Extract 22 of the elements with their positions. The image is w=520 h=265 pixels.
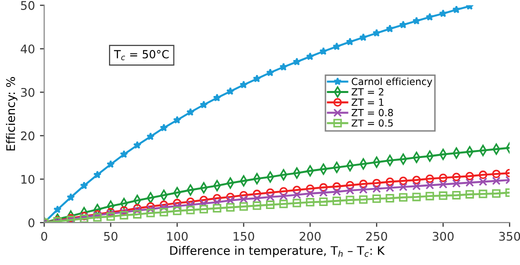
- y-tick-label: 40: [20, 44, 34, 54]
- legend-label: Carnol efficiency: [352, 78, 432, 88]
- y-tick-label: 20: [21, 131, 34, 140]
- x-tick-label: 0: [41, 232, 48, 241]
- legend-label: ZT = 2: [352, 88, 384, 96]
- y-tick-label: 0: [28, 218, 34, 228]
- y-tick-label: 30: [21, 88, 34, 97]
- x-tick-label: 350: [499, 232, 520, 241]
- x-axis-title: Difference in temperature, T$_{h}$ – T$_{c}$: K: [170, 246, 385, 258]
- x-tick-label: 100: [167, 232, 188, 241]
- annotation: T$_{c}$ = 50°C: [114, 50, 169, 60]
- y-axis-title: Efficiency: %: [6, 77, 18, 150]
- y-tick-label: 10: [21, 174, 34, 184]
- x-tick-label: 250: [366, 232, 388, 241]
- x-tick-label: 300: [432, 232, 454, 241]
- x-tick-label: 50: [104, 232, 118, 241]
- legend-label: ZT = 1: [352, 98, 384, 106]
- legend-label: ZT = 0.8: [352, 108, 393, 116]
- x-tick-label: 150: [234, 232, 254, 241]
- legend-label: ZT = 0.5: [352, 119, 393, 127]
- y-tick-label: 50: [21, 1, 34, 10]
- x-tick-label: 200: [300, 232, 321, 241]
